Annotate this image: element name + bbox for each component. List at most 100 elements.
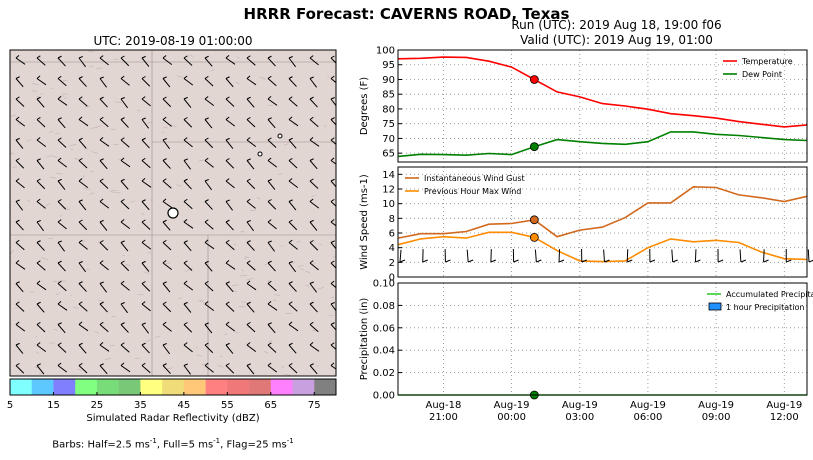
wind-barb [267,201,277,210]
valid-time-marker [529,232,539,242]
wind-barb [183,201,193,210]
wind-barb-flag [36,96,41,100]
wind-barb [309,324,319,333]
wind-barb-flag [99,219,104,223]
wind-barb-flag [399,259,406,263]
wind-barb-flag [288,281,293,284]
wind-barb [183,242,192,252]
wind-barb [330,262,336,269]
wind-barb-flag [204,219,209,223]
wind-barb [288,324,299,332]
terrain-ridge [330,296,335,299]
terrain-ridge [198,159,204,162]
y-tick-label: 95 [382,60,395,71]
terrain-ridge [165,262,171,265]
wind-barb [120,242,129,252]
wind-barb [78,324,89,332]
terrain-ridge [82,175,86,178]
wind-barb [78,139,87,149]
wind-barb [288,98,298,107]
terrain-ridge [35,351,40,354]
wind-barb-flag [309,96,314,100]
wind-barb [246,324,256,333]
terrain-ridge [69,143,77,147]
wind-barb [141,180,152,188]
legend-label: Previous Hour Max Wind [424,187,521,196]
wind-barb-flag [786,259,792,263]
colorbar-bin [162,379,185,395]
wind-barb-flag [225,363,230,366]
wind-barb-flag [57,75,62,79]
wind-barb-flag [57,96,62,100]
terrain-ridge [196,354,203,357]
wind-barb-flag [267,260,272,264]
wind-barb [99,98,108,108]
wind-barb [78,201,87,211]
terrain-ridge [311,194,316,197]
wind-barb [603,249,605,263]
wind-barb-flag [604,259,610,263]
wind-barb [183,180,192,190]
wind-barb [15,201,24,211]
colorbar-tick-label: 15 [47,400,60,411]
wind-barb [120,98,129,109]
wind-barb [225,160,235,169]
terrain-ridge [136,109,141,112]
wind-barb-flag [204,75,209,79]
wind-barb [99,221,108,231]
wind-barb-flag [141,260,146,264]
wind-barb-flag [288,116,293,120]
wind-barb [162,283,171,293]
y-tick-label: 0.06 [373,323,395,334]
wind-barb-flag [330,178,335,182]
terrain-ridge [11,250,14,253]
wind-barb-flag [309,301,314,305]
wind-barb-flag [288,96,293,100]
terrain-ridge [60,95,65,97]
legend-label: 1 hour Precipitation [726,303,805,312]
colorbar-bin [270,379,293,395]
y-axis-label: Wind Speed (ms-1) [359,174,370,270]
wind-barb-flag [246,321,251,325]
wind-barb [204,221,214,230]
terrain-ridge [89,65,94,67]
terrain-ridge [317,287,325,290]
wind-barb [141,324,150,334]
wind-barb-flag [78,261,83,264]
wind-barb-flag [120,75,125,79]
terrain-ridge [90,127,98,129]
wind-barb [225,78,234,88]
wind-barb-flag [246,158,251,161]
colorbar-label: Simulated Radar Reflectivity (dBZ) [86,413,259,424]
wind-barb [36,180,46,190]
wind-barb-flag [225,55,230,59]
wind-barb [36,221,45,232]
wind-barb [225,139,234,149]
y-tick-label: 12 [382,185,395,196]
wind-barb [267,262,276,272]
terrain-ridge [39,372,44,375]
wind-barb [267,303,278,311]
wind-barb [309,262,319,271]
map-title: UTC: 2019-08-19 01:00:00 [93,34,252,48]
wind-barb-flag [162,343,167,346]
wind-barb [225,365,235,374]
wind-barb [204,365,214,373]
wind-barb-flag [120,322,125,325]
wind-barb [36,283,47,291]
wind-barb-flag [36,178,41,182]
wind-barb [309,242,319,251]
wind-barb-flag [225,301,230,305]
wind-barb-flag [57,280,62,284]
terrain-ridge [268,339,273,343]
terrain-ridge [62,93,69,95]
series-line [397,131,808,158]
legend-label: Dew Point [742,70,782,79]
wind-barb-flag [267,342,272,346]
wind-barb [288,365,298,374]
colorbar-tick-label: 35 [134,400,147,411]
y-tick-label: 0.00 [373,391,395,402]
wind-barb-flag [445,259,451,263]
wind-barb [78,303,88,312]
wind-barb-flag [99,178,104,182]
